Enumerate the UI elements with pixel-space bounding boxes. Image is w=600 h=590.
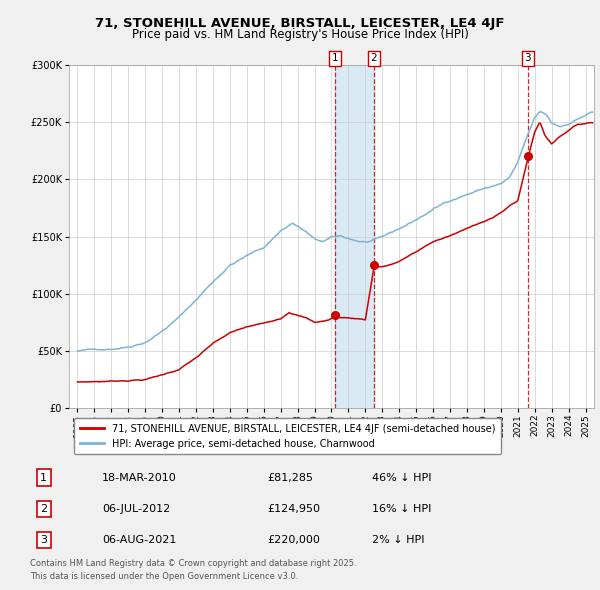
Text: 2: 2 — [371, 53, 377, 63]
Text: Contains HM Land Registry data © Crown copyright and database right 2025.
This d: Contains HM Land Registry data © Crown c… — [30, 559, 356, 581]
Text: 71, STONEHILL AVENUE, BIRSTALL, LEICESTER, LE4 4JF: 71, STONEHILL AVENUE, BIRSTALL, LEICESTE… — [95, 17, 505, 30]
Text: 18-MAR-2010: 18-MAR-2010 — [102, 473, 176, 483]
Legend: 71, STONEHILL AVENUE, BIRSTALL, LEICESTER, LE4 4JF (semi-detached house), HPI: A: 71, STONEHILL AVENUE, BIRSTALL, LEICESTE… — [74, 418, 501, 454]
Text: 46% ↓ HPI: 46% ↓ HPI — [372, 473, 432, 483]
Text: 3: 3 — [524, 53, 531, 63]
Bar — [335, 65, 374, 408]
Text: 1: 1 — [332, 53, 338, 63]
Text: Price paid vs. HM Land Registry's House Price Index (HPI): Price paid vs. HM Land Registry's House … — [131, 28, 469, 41]
Text: £124,950: £124,950 — [268, 504, 320, 514]
Text: 16% ↓ HPI: 16% ↓ HPI — [372, 504, 431, 514]
Text: 2: 2 — [40, 504, 47, 514]
Text: 06-JUL-2012: 06-JUL-2012 — [102, 504, 170, 514]
Text: 06-AUG-2021: 06-AUG-2021 — [102, 535, 176, 545]
Text: £81,285: £81,285 — [268, 473, 313, 483]
Text: £220,000: £220,000 — [268, 535, 320, 545]
Text: 1: 1 — [40, 473, 47, 483]
Text: 3: 3 — [40, 535, 47, 545]
Text: 2% ↓ HPI: 2% ↓ HPI — [372, 535, 425, 545]
